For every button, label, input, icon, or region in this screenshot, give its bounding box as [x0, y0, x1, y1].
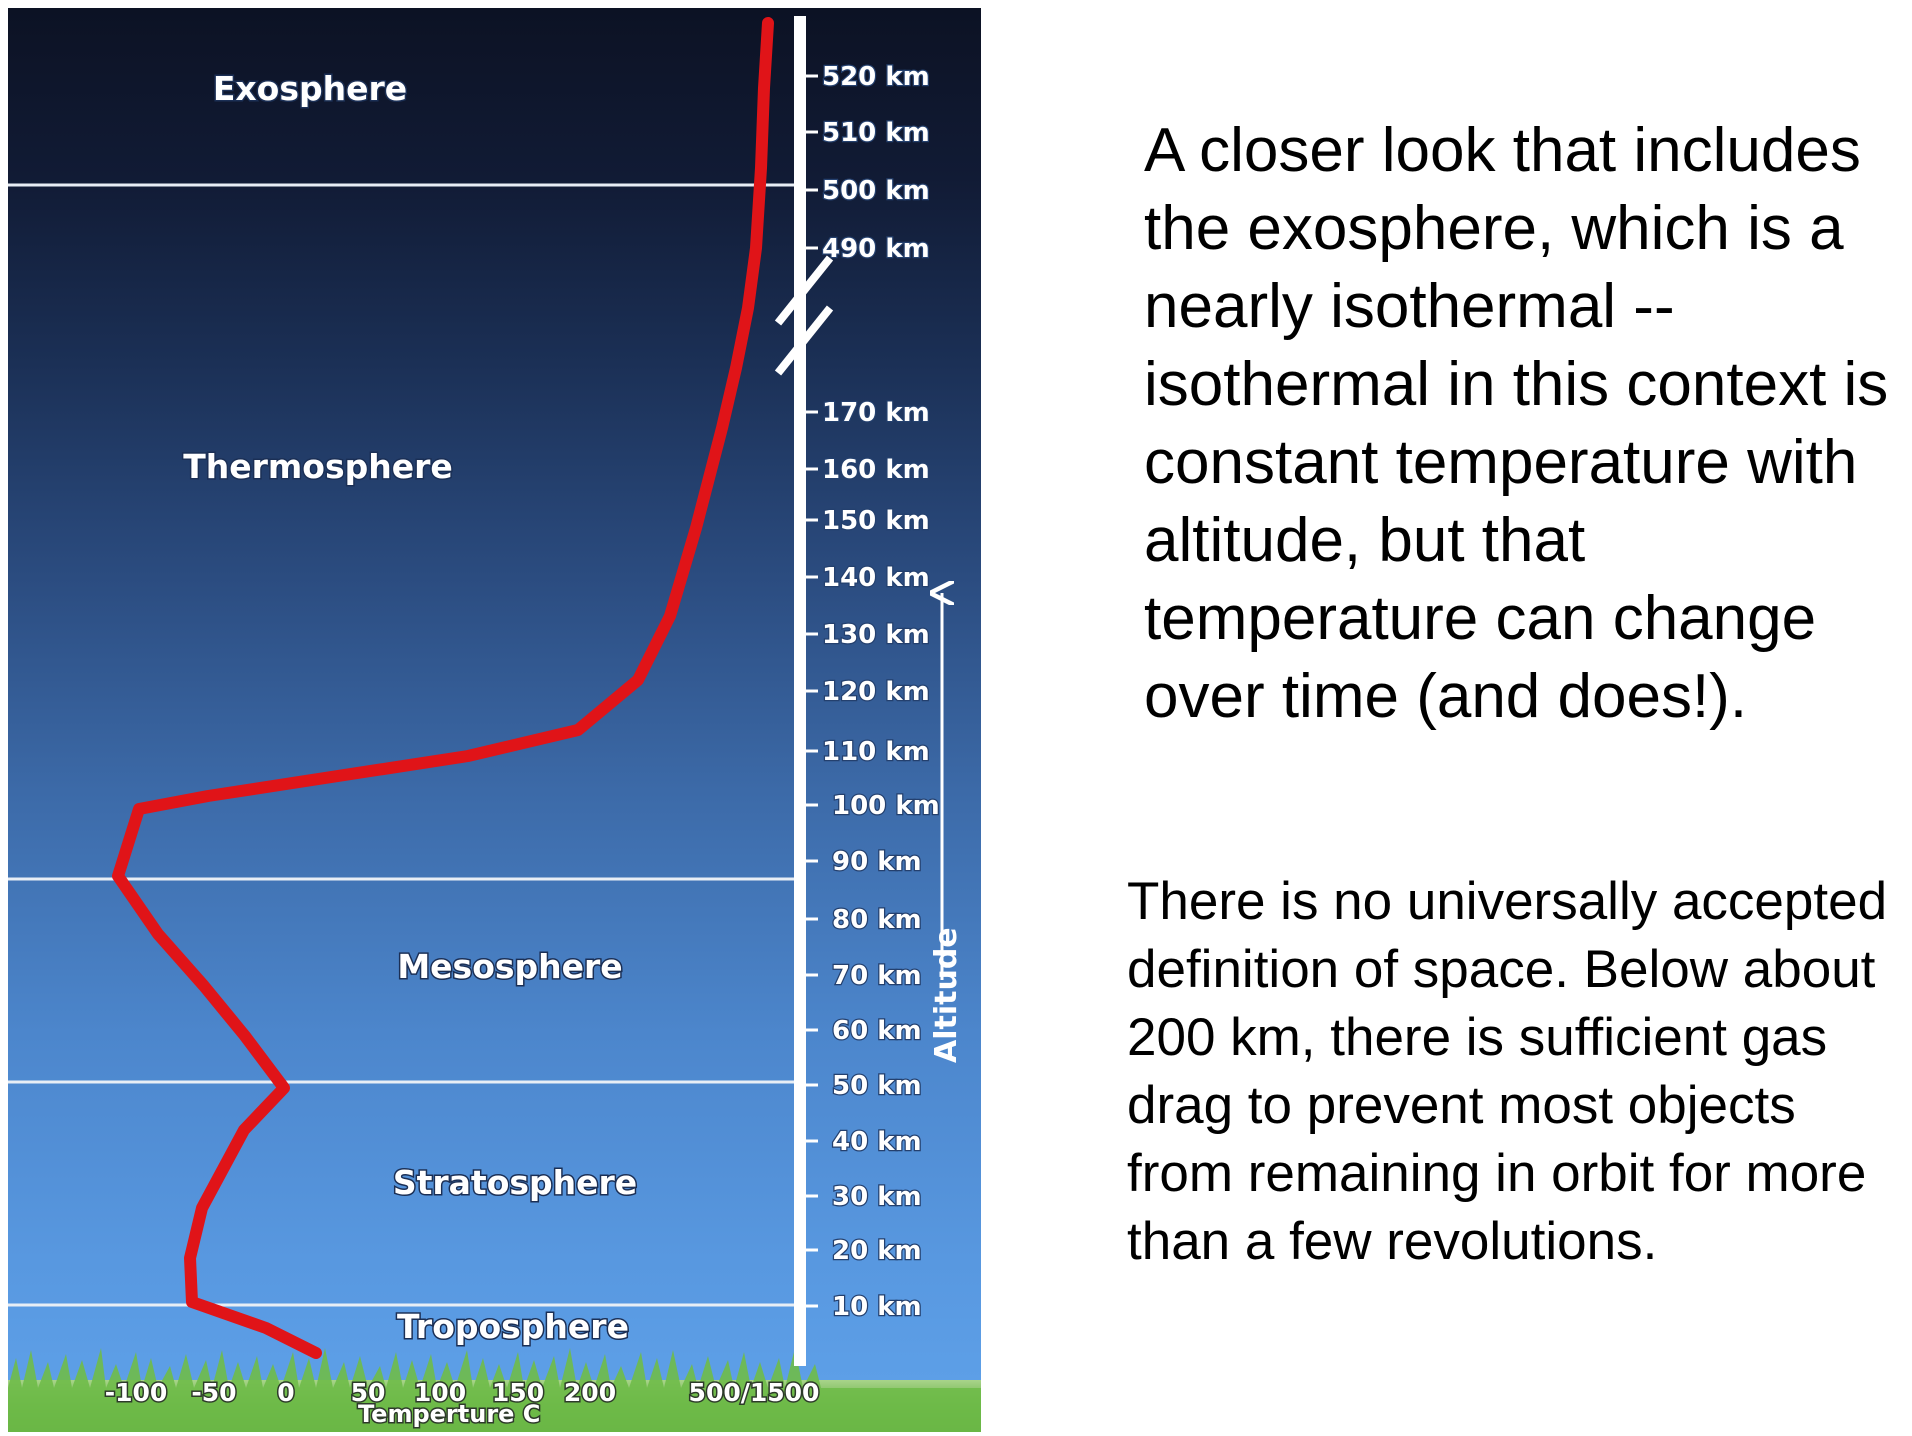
temperature-ticks: -100 -50 0 50 100 150 200 500/1500	[103, 1377, 821, 1409]
altitude-tick-label: 50 km	[832, 1071, 922, 1101]
layer-label-mesosphere: Mesosphere	[397, 947, 622, 986]
altitude-tick-label: 20 km	[832, 1236, 922, 1266]
layer-label-thermosphere: Thermosphere	[183, 447, 453, 486]
altitude-tick-label: 100 km	[832, 791, 940, 821]
altitude-tick-label: 10 km	[832, 1292, 922, 1322]
temperature-profile-curve	[112, 17, 774, 1359]
altitude-tick-label: 510 km	[822, 118, 930, 148]
altitude-tick-label: 490 km	[822, 234, 930, 264]
temperature-tick-label: -100	[105, 1378, 168, 1407]
temperature-tick-label: 50	[351, 1378, 386, 1407]
grass-ground	[8, 1348, 981, 1432]
altitude-axis-title: Altitude	[929, 927, 964, 1063]
temperature-tick-label: 500/1500	[689, 1378, 820, 1407]
temperature-tick-label: 100	[414, 1378, 466, 1407]
layer-label-troposphere: Troposphere	[397, 1307, 629, 1346]
altitude-tick-label: 80 km	[832, 905, 922, 935]
altitude-tick-label: 170 km	[822, 398, 930, 428]
temperature-tick-label: 0	[277, 1378, 294, 1407]
altitude-ruler	[774, 16, 834, 1366]
temperature-tick-label: 200	[564, 1378, 616, 1407]
altitude-tick-label: 160 km	[822, 455, 930, 485]
temperature-tick-label: -50	[191, 1378, 236, 1407]
altitude-tick-label: 150 km	[822, 506, 930, 536]
altitude-tick-label: 520 km	[822, 62, 930, 92]
altitude-tick-label: 120 km	[822, 677, 930, 707]
layer-label-stratosphere: Stratosphere	[393, 1163, 637, 1202]
explanation-paragraph: A closer look that includes the exospher…	[1144, 116, 1889, 731]
layer-boundaries	[8, 183, 803, 1307]
space-definition-paragraph: There is no universally accepted definit…	[1127, 872, 1888, 1271]
altitude-tick-label: 30 km	[832, 1182, 922, 1212]
altitude-tick-label: 90 km	[832, 847, 922, 877]
altitude-tick-label: 60 km	[832, 1016, 922, 1046]
layer-label-exosphere: Exosphere	[213, 69, 407, 108]
altitude-tick-label: 130 km	[822, 620, 930, 650]
altitude-tick-label: 110 km	[822, 737, 930, 767]
sky-background	[8, 8, 981, 1432]
altitude-tick-label: 140 km	[822, 563, 930, 593]
altitude-tick-label: 70 km	[832, 961, 922, 991]
altitude-tick-label: 500 km	[822, 176, 930, 206]
altitude-ticks: 520 km 510 km 500 km 490 km 170 km 160 km 150 …	[806, 61, 941, 1323]
altitude-tick-label: 40 km	[832, 1127, 922, 1157]
temperature-axis-title: Temperture C	[358, 1400, 540, 1428]
temperature-tick-label: 150	[492, 1378, 544, 1407]
atmosphere-layers-diagram: Exosphere Thermosphere Mesosphere Strato…	[8, 8, 981, 1432]
